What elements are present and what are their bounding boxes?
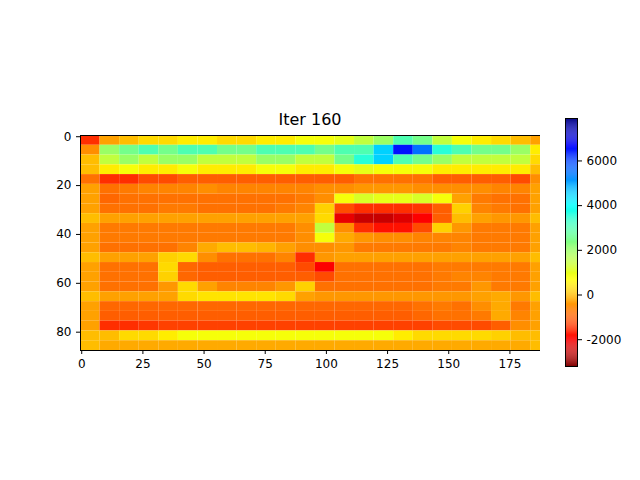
svg-text:40: 40 — [56, 227, 71, 241]
svg-text:50: 50 — [196, 357, 211, 371]
svg-text:0: 0 — [587, 288, 595, 302]
svg-text:175: 175 — [498, 357, 521, 371]
svg-text:100: 100 — [315, 357, 338, 371]
svg-text:0: 0 — [78, 357, 86, 371]
svg-text:-2000: -2000 — [587, 333, 622, 347]
svg-text:2000: 2000 — [587, 243, 618, 257]
svg-text:80: 80 — [56, 325, 71, 339]
svg-text:60: 60 — [56, 276, 71, 290]
html-text:Iter 160: Iter 160 — [278, 110, 342, 129]
svg-text:75: 75 — [258, 357, 273, 371]
svg-text:20: 20 — [56, 178, 71, 192]
svg-text:25: 25 — [135, 357, 150, 371]
svg-text:150: 150 — [437, 357, 460, 371]
svg-text:4000: 4000 — [587, 198, 618, 212]
svg-text:125: 125 — [376, 357, 399, 371]
svg-text:0: 0 — [64, 130, 72, 144]
svg-text:6000: 6000 — [587, 154, 618, 168]
